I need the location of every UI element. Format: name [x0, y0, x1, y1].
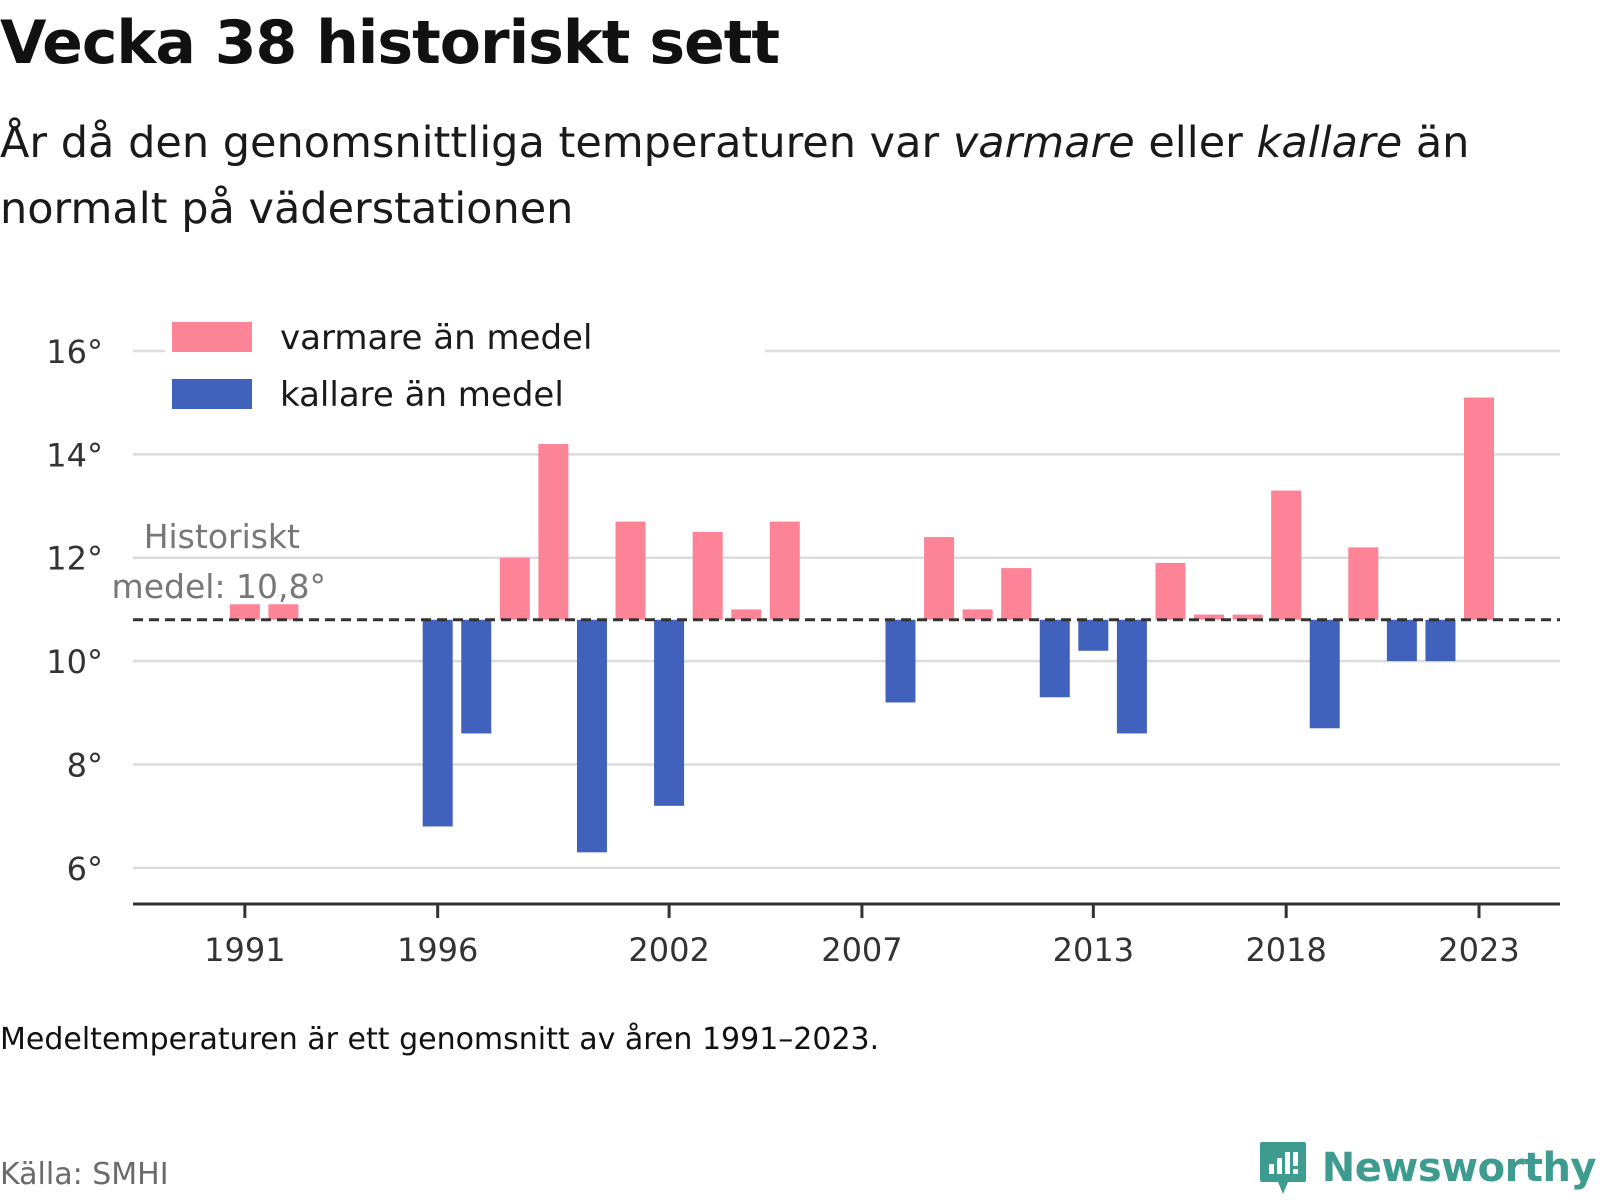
bar [1271, 490, 1302, 620]
bar [1464, 397, 1495, 620]
legend-label-warmer: varmare än medel [280, 318, 592, 358]
bar [1232, 614, 1263, 620]
x-tick-label: 1991 [204, 931, 285, 969]
subtitle-text-2: eller [1134, 118, 1257, 168]
newsworthy-logo-icon [1259, 1142, 1306, 1194]
subtitle-text-3: än normalt på väderstationen [0, 118, 1470, 234]
subtitle-emphasis-colder: kallare [1256, 118, 1403, 168]
y-tick-label: 10° [46, 643, 103, 681]
bar [692, 531, 723, 620]
bar [615, 521, 646, 620]
bar [576, 619, 607, 853]
subtitle-text-1: År då den genomsnittliga temperaturen va… [0, 118, 953, 168]
chart-title: Vecka 38 historiskt sett [0, 8, 780, 78]
bar [769, 521, 800, 620]
chart-footnote: Medeltemperaturen är ett genomsnitt av å… [0, 1022, 880, 1057]
legend-swatch-colder [172, 379, 252, 409]
bar [461, 619, 492, 734]
bar [885, 619, 916, 703]
x-tick-label: 2018 [1245, 931, 1326, 969]
brand-name: Newsworthy [1321, 1145, 1597, 1191]
bar [1309, 619, 1340, 729]
legend-swatch-warmer [172, 322, 252, 352]
baseline-label-line1: Historiskt [144, 517, 300, 556]
bar [1039, 619, 1070, 698]
legend-label-colder: kallare än medel [280, 375, 564, 415]
bar [229, 604, 260, 620]
bar [924, 537, 955, 620]
x-tick-label: 1996 [397, 931, 478, 969]
bar [1001, 568, 1032, 620]
bar [962, 609, 993, 620]
x-tick-label: 2023 [1438, 931, 1519, 969]
bar [1348, 547, 1379, 620]
x-tick-label: 2013 [1053, 931, 1134, 969]
bar [731, 609, 762, 620]
legend-background [165, 315, 765, 359]
baseline-label-line2: medel: 10,8° [112, 567, 326, 606]
subtitle-emphasis-warmer: varmare [952, 118, 1135, 168]
bar [1425, 619, 1456, 662]
y-tick-label: 12° [46, 540, 103, 578]
bar [1386, 619, 1417, 662]
bar [499, 557, 530, 620]
bar [1155, 562, 1186, 620]
y-tick-label: 8° [67, 746, 103, 784]
bar [1116, 619, 1147, 734]
x-tick-label: 2002 [628, 931, 709, 969]
bar [1078, 619, 1109, 651]
legend-background [165, 372, 765, 416]
brand-logo: Newsworthy [1258, 1140, 1597, 1196]
chart-subtitle: År då den genomsnittliga temperaturen va… [0, 110, 1540, 242]
bar [1194, 614, 1225, 620]
bar [268, 604, 299, 620]
y-tick-label: 14° [46, 436, 103, 474]
bar [422, 619, 453, 827]
y-tick-label: 6° [67, 850, 103, 888]
bar [654, 619, 685, 806]
bar-chart: 6° 8° 10° 12° 14° 16° varmare än medel kallare … [46, 315, 1560, 969]
x-tick-label: 2007 [821, 931, 902, 969]
y-tick-label: 16° [46, 333, 103, 371]
bar [538, 444, 569, 620]
source-credit: Källa: SMHI [0, 1157, 169, 1192]
